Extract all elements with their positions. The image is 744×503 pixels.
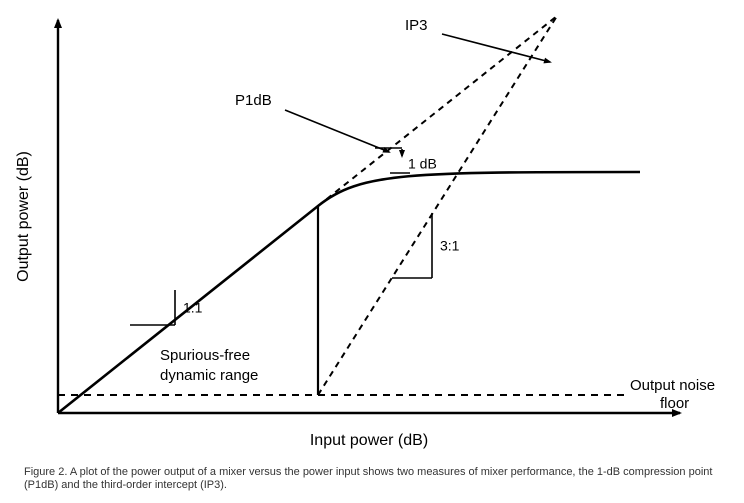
figure-caption: Figure 2. A plot of the power output of … (24, 466, 720, 494)
diagram-svg: 1 dB 1:1 3:1 P1dB IP3 Spurious-free dyna… (0, 0, 744, 463)
fundamental-curve (58, 172, 640, 413)
slope-1-1-label: 1:1 (183, 300, 203, 316)
spurious-free-label-1: Spurious-free (160, 347, 250, 364)
y-axis-label: Output power (dB) (15, 151, 32, 282)
noise-floor-label-1: Output noise (630, 377, 715, 394)
noise-floor-label-2: floor (660, 395, 689, 412)
x-axis-label: Input power (dB) (310, 432, 428, 449)
one-db-label: 1 dB (408, 156, 437, 172)
p1db-arrow (285, 110, 389, 152)
spurious-free-label-2: dynamic range (160, 367, 258, 384)
ip3-label: IP3 (405, 17, 428, 34)
slope-3-1-label: 3:1 (440, 238, 460, 254)
linear-extrapolation-line (318, 16, 557, 206)
p1db-label: P1dB (235, 92, 272, 109)
figure-container: 1 dB 1:1 3:1 P1dB IP3 Spurious-free dyna… (0, 0, 744, 503)
third-order-line (318, 16, 557, 395)
ip3-arrow (442, 34, 550, 62)
